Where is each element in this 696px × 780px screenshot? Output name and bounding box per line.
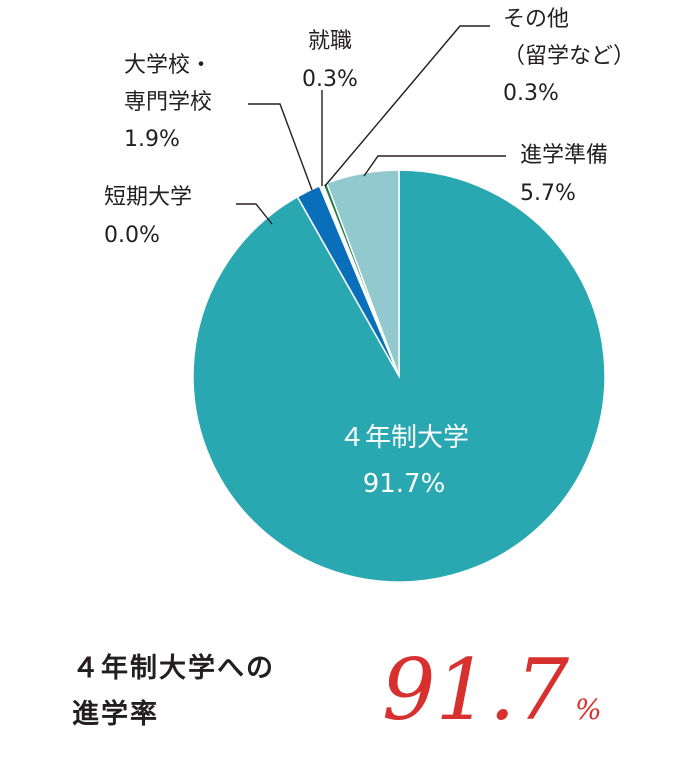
slice-label-4: （留学など） — [503, 44, 635, 69]
summary-rate: 91.7% — [382, 640, 602, 740]
slice-value-0: 91.7% — [363, 469, 446, 499]
leader-line-2 — [248, 103, 313, 191]
leader-line-4 — [324, 25, 490, 187]
summary-label-line1: ４年制大学への — [72, 653, 275, 684]
slice-label-2: 専門学校 — [124, 90, 212, 115]
slice-value-4: 0.3% — [503, 81, 559, 106]
slice-value-1: 0.0% — [104, 223, 160, 248]
slice-label-2: 大学校・ — [124, 53, 212, 78]
summary-rate-unit: % — [575, 693, 602, 726]
slice-value-5: 5.7% — [520, 181, 576, 206]
slice-label-4: その他 — [503, 7, 569, 32]
slice-value-2: 1.9% — [124, 127, 180, 152]
pie-chart: ４年制大学 91.7% 短期大学 0.0% 大学校・専門学校 1.9% 就職 0.3% その他 （… — [104, 7, 635, 583]
slice-value-3: 0.3% — [302, 67, 358, 92]
slice-label-0: ４年制大学 — [339, 423, 469, 453]
slice-label-3: 就職 — [308, 29, 352, 54]
slice-label-5: 進学準備 — [520, 143, 608, 168]
summary-rate-number: 91.7 — [382, 641, 570, 739]
leader-line-5 — [363, 155, 506, 177]
slice-label-1: 短期大学 — [104, 185, 192, 210]
leader-line-1 — [236, 203, 273, 225]
summary-label: ４年制大学への 進学率 — [72, 646, 275, 738]
summary-label-line2: 進学率 — [72, 699, 159, 730]
